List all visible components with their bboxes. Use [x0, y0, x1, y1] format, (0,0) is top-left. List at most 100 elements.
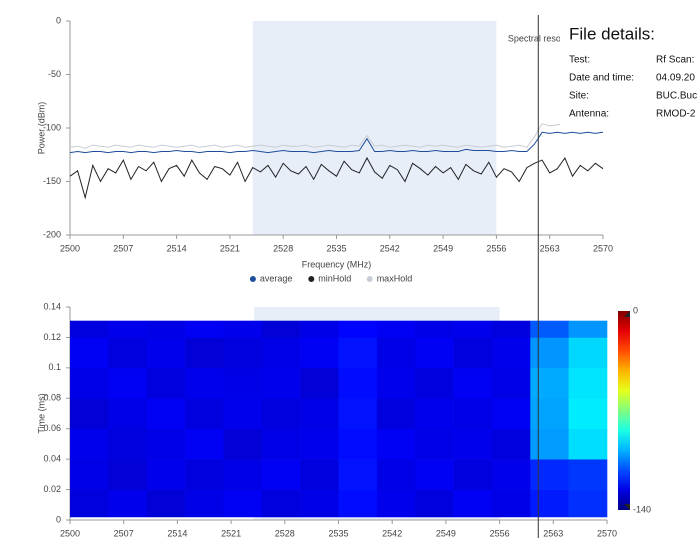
- heat-cell: [453, 459, 493, 490]
- legend-label: average: [260, 273, 293, 283]
- heat-cell: [530, 367, 569, 399]
- heat-cell: [415, 337, 454, 369]
- y-axis-label: Time (ms): [36, 393, 46, 433]
- x-tick-label: 2556: [490, 528, 510, 538]
- heat-cell: [70, 398, 109, 430]
- heat-cell: [530, 337, 569, 369]
- x-tick-label: 2563: [540, 243, 560, 253]
- heat-cell: [491, 320, 531, 338]
- heat-cell: [568, 489, 608, 518]
- heat-cell: [415, 459, 454, 490]
- waterfall-chart: 2500 2507 2514 2521 2528 2535 2542 2549 2556 2563…: [36, 301, 651, 538]
- legend-marker: [366, 276, 373, 282]
- heat-cell: [185, 428, 224, 460]
- x-tick-label: 2563: [543, 528, 563, 538]
- colorbar-tick: [624, 311, 630, 317]
- heat-cell: [453, 428, 493, 460]
- heat-cell: [300, 459, 339, 490]
- detail-value: BUC.Buc: [656, 91, 697, 102]
- heat-cell: [453, 367, 493, 399]
- highlight-band: [252, 21, 497, 235]
- heat-cell: [338, 320, 378, 338]
- x-tick-label: 2542: [382, 528, 402, 538]
- heat-cell: [223, 367, 263, 399]
- heat-cell: [376, 428, 416, 460]
- heat-cell: [261, 459, 301, 490]
- heat-cell: [108, 459, 148, 490]
- y-tick-label: -100: [43, 122, 61, 132]
- heat-cell: [146, 489, 186, 518]
- heat-cell: [376, 398, 416, 430]
- heat-cell: [530, 428, 569, 460]
- heat-cell: [70, 459, 109, 490]
- y-tick-label: 0.02: [43, 484, 61, 494]
- detail-label: Site:: [569, 91, 589, 102]
- legend-label: minHold: [318, 273, 351, 283]
- heat-cell: [223, 428, 263, 460]
- heat-cell: [223, 459, 263, 490]
- heat-cell: [530, 320, 569, 338]
- heat-cell: [300, 428, 339, 460]
- heat-cell: [491, 337, 531, 369]
- heat-cell: [261, 367, 301, 399]
- heat-cell: [223, 398, 263, 430]
- heat-cell: [185, 337, 224, 369]
- heat-cell: [376, 459, 416, 490]
- heat-cell: [453, 337, 493, 369]
- heat-cell: [530, 489, 569, 518]
- heat-cell: [185, 320, 224, 338]
- heat-cell: [108, 428, 148, 460]
- x-tick-label: 2528: [275, 528, 295, 538]
- heat-cell: [453, 398, 493, 430]
- legend-marker: [249, 276, 256, 282]
- y-tick-label: 0.06: [43, 423, 61, 433]
- heat-cell: [261, 337, 301, 369]
- y-tick-label: -150: [43, 176, 61, 186]
- heat-cell: [108, 367, 148, 399]
- heat-cell: [568, 459, 608, 490]
- heat-cell: [261, 428, 301, 460]
- x-tick-label: 2570: [593, 243, 613, 253]
- y-tick-label: 0.04: [43, 454, 61, 464]
- heat-cell: [108, 489, 148, 518]
- heat-cell: [415, 398, 454, 430]
- heat-cell: [568, 367, 608, 399]
- heat-cell: [338, 398, 378, 430]
- heat-cell: [530, 459, 569, 490]
- x-tick-label: 2500: [60, 243, 80, 253]
- x-tick-label: 2500: [60, 528, 80, 538]
- heat-cell: [568, 320, 608, 338]
- heat-cell: [185, 398, 224, 430]
- heat-cell: [261, 320, 301, 338]
- x-tick-label: 2514: [167, 528, 187, 538]
- heat-cell: [146, 367, 186, 399]
- y-tick-label: 0: [56, 15, 61, 25]
- x-tick-label: 2570: [597, 528, 617, 538]
- heat-cell: [70, 489, 109, 518]
- colorbar-label: 0: [633, 305, 638, 315]
- x-tick-label: 2535: [326, 243, 346, 253]
- y-tick-label: -50: [48, 69, 61, 79]
- series-line: [69, 131, 604, 154]
- heat-cell: [70, 428, 109, 460]
- detail-label: Date and time:: [569, 73, 634, 84]
- detail-value: 04.09.20: [656, 73, 695, 84]
- spectrum-chart: 2500 2507 2514 2521 2528 2535 2542 2549 2556 2563…: [36, 15, 613, 283]
- panel-bg: [560, 15, 698, 130]
- heat-cell: [108, 398, 148, 430]
- x-tick-label: 2542: [380, 243, 400, 253]
- x-tick-label: 2556: [486, 243, 506, 253]
- heat-cell: [568, 337, 608, 369]
- legend-marker: [308, 276, 315, 282]
- heat-cell: [185, 489, 224, 518]
- heat-cell: [568, 398, 608, 430]
- heat-cell: [300, 367, 339, 399]
- annotation: Spectral resolution: [508, 33, 583, 43]
- heat-cell: [376, 489, 416, 518]
- x-tick-label: 2535: [328, 528, 348, 538]
- heat-cell: [261, 398, 301, 430]
- x-axis-label: Frequency (MHz): [302, 259, 372, 269]
- x-tick-label: 2521: [221, 528, 241, 538]
- heat-cell: [108, 320, 148, 338]
